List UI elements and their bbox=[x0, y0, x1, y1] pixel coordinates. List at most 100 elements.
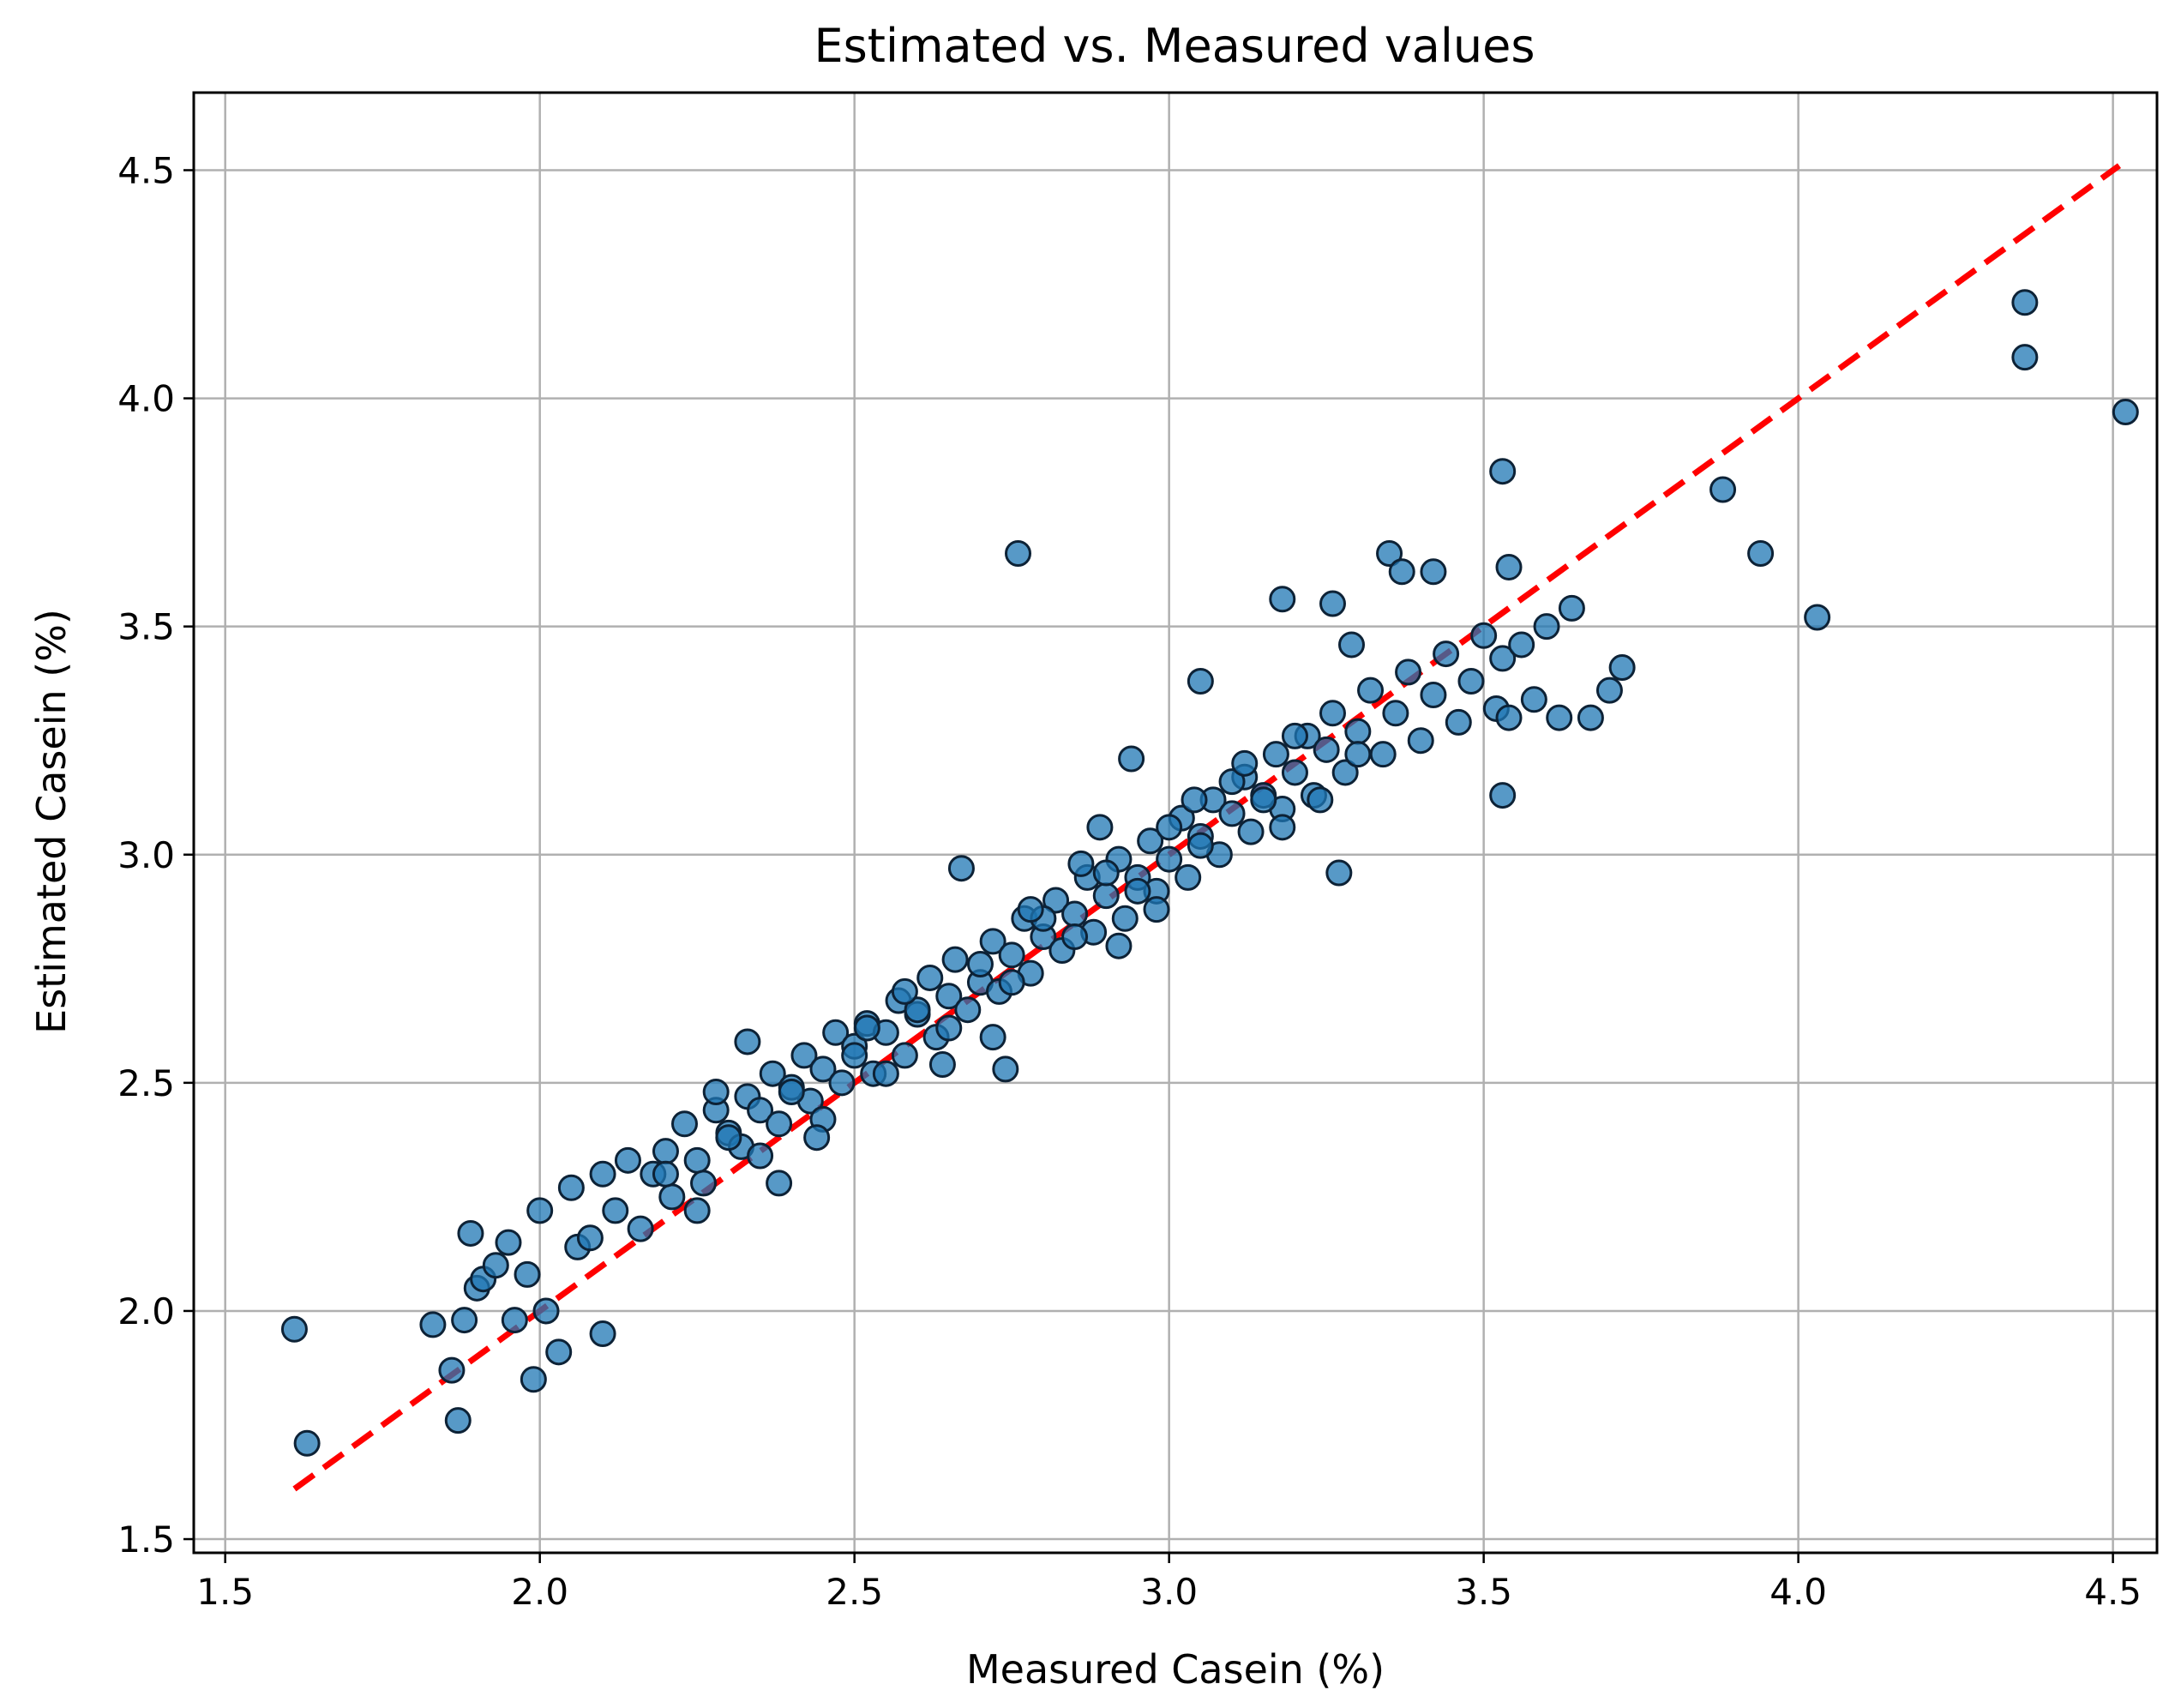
scatter-point bbox=[998, 969, 1025, 996]
scatter-point bbox=[532, 1297, 560, 1325]
scatter-point bbox=[1470, 622, 1498, 649]
scatter-point bbox=[1495, 553, 1523, 580]
scatter-point bbox=[1143, 896, 1170, 923]
scatter-point bbox=[935, 1014, 963, 1042]
scatter-point bbox=[1357, 677, 1385, 704]
scatter-point bbox=[1804, 604, 1831, 631]
scatter-point bbox=[1608, 654, 1636, 682]
scatter-point bbox=[766, 1170, 793, 1197]
scatter-point bbox=[803, 1124, 831, 1152]
scatter-point bbox=[457, 1219, 484, 1247]
scatter-point bbox=[1156, 814, 1183, 841]
scatter-point bbox=[904, 996, 931, 1024]
scatter-point bbox=[822, 1019, 850, 1046]
scatter-point bbox=[1042, 887, 1070, 914]
scatter-point bbox=[1489, 458, 1517, 485]
scatter-point bbox=[1005, 540, 1032, 568]
scatter-point bbox=[759, 1060, 786, 1087]
scatter-point bbox=[916, 964, 944, 991]
scatter-point bbox=[935, 983, 963, 1010]
x-tick-label: 4.0 bbox=[1769, 1571, 1827, 1613]
scatter-point bbox=[1281, 759, 1308, 786]
scatter-point bbox=[891, 1042, 918, 1069]
scatter-point bbox=[658, 1183, 686, 1211]
scatter-point bbox=[747, 1097, 774, 1124]
chart-title: Estimated vs. Measured values bbox=[814, 19, 1535, 73]
scatter-point bbox=[828, 1069, 856, 1097]
y-tick-label: 2.5 bbox=[117, 1062, 175, 1104]
scatter-point bbox=[1344, 718, 1372, 745]
scatter-point bbox=[1092, 859, 1120, 887]
scatter-point bbox=[545, 1338, 573, 1366]
scatter-point bbox=[891, 977, 918, 1005]
y-tick-label: 3.5 bbox=[117, 606, 175, 648]
x-tick-label: 4.5 bbox=[2084, 1571, 2142, 1613]
scatter-point bbox=[444, 1407, 472, 1434]
scatter-point bbox=[778, 1078, 805, 1105]
scatter-point bbox=[652, 1160, 679, 1188]
scatter-point bbox=[2011, 344, 2039, 371]
y-tick-label: 3.0 bbox=[117, 834, 175, 876]
scatter-point bbox=[790, 1042, 818, 1069]
scatter-point bbox=[451, 1307, 478, 1334]
scatter-point bbox=[715, 1124, 742, 1152]
scatter-point bbox=[2011, 289, 2039, 316]
x-tick-label: 2.0 bbox=[511, 1571, 568, 1613]
scatter-point bbox=[702, 1078, 730, 1105]
scatter-point bbox=[1325, 859, 1353, 887]
scatter-point bbox=[747, 1142, 774, 1170]
scatter-point bbox=[1061, 923, 1089, 951]
scatter-point bbox=[1489, 645, 1517, 672]
scatter-point bbox=[627, 1215, 654, 1242]
scatter-point bbox=[557, 1174, 585, 1201]
scatter-point bbox=[1111, 905, 1139, 932]
scatter-point bbox=[809, 1055, 837, 1083]
scatter-point bbox=[734, 1028, 761, 1055]
scatter-point bbox=[1218, 800, 1246, 827]
scatter-point bbox=[1137, 827, 1164, 855]
scatter-point bbox=[1558, 594, 1585, 622]
x-tick-label: 3.5 bbox=[1455, 1571, 1512, 1613]
scatter-point bbox=[1420, 681, 1447, 708]
scatter-point bbox=[1533, 613, 1560, 640]
scatter-point bbox=[495, 1229, 522, 1256]
scatter-point bbox=[1269, 814, 1296, 841]
scatter-point bbox=[683, 1197, 711, 1224]
scatter-point bbox=[1495, 704, 1523, 731]
scatter-point bbox=[1709, 476, 1737, 503]
scatter-point bbox=[1118, 745, 1145, 773]
x-tick-label: 3.0 bbox=[1140, 1571, 1198, 1613]
scatter-point bbox=[1445, 708, 1472, 736]
scatter-point bbox=[1281, 722, 1308, 749]
scatter-point bbox=[1382, 700, 1409, 727]
scatter-point bbox=[1520, 686, 1547, 713]
scatter-point bbox=[998, 941, 1025, 969]
y-tick-label: 1.5 bbox=[117, 1519, 175, 1561]
scatter-point bbox=[514, 1260, 541, 1288]
scatter-point bbox=[520, 1366, 547, 1393]
scatter-point bbox=[1187, 668, 1214, 695]
scatter-point bbox=[1092, 882, 1120, 910]
scatter-point bbox=[1187, 832, 1214, 859]
scatter-point bbox=[280, 1315, 308, 1343]
scatter-point bbox=[1395, 659, 1422, 686]
scatter-point bbox=[1369, 741, 1397, 768]
scatter-point bbox=[966, 950, 994, 977]
scatter-point bbox=[766, 1110, 793, 1138]
scatter-point bbox=[683, 1146, 711, 1174]
scatter-point bbox=[1231, 749, 1259, 777]
scatter-point bbox=[1105, 932, 1133, 959]
scatter-point bbox=[690, 1170, 718, 1197]
scatter-point bbox=[1338, 631, 1366, 659]
scatter-point bbox=[1237, 818, 1265, 845]
scatter-point bbox=[1319, 700, 1346, 727]
scatter-point bbox=[1577, 704, 1604, 731]
scatter-point bbox=[652, 1138, 679, 1165]
x-tick-label: 2.5 bbox=[826, 1571, 883, 1613]
scatter-point bbox=[1156, 845, 1183, 873]
scatter-point bbox=[2112, 399, 2139, 426]
scatter-point bbox=[1747, 540, 1775, 568]
scatter-point bbox=[1250, 786, 1277, 814]
scatter-point bbox=[1175, 863, 1202, 891]
